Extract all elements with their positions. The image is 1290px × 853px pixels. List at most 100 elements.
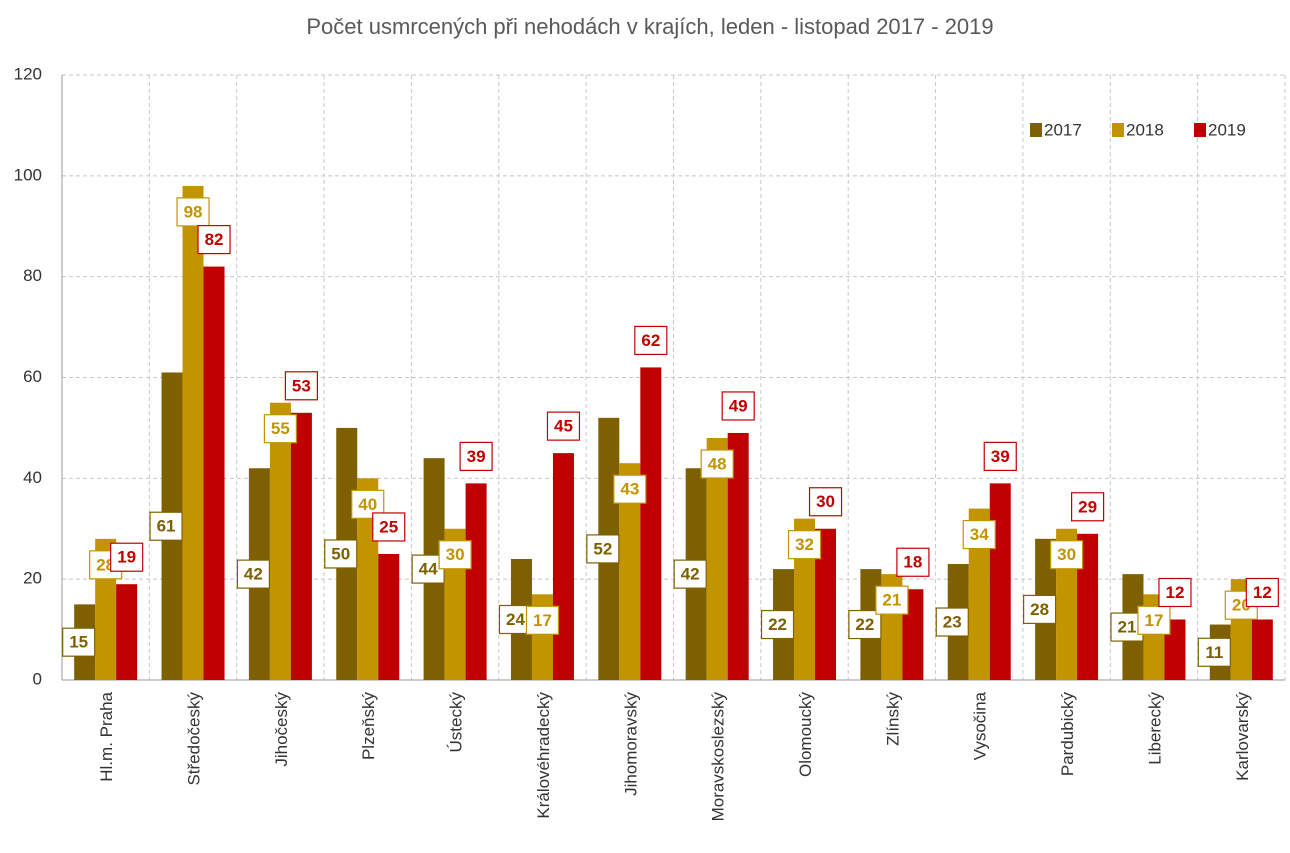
data-label: 49: [721, 391, 755, 421]
data-label-text: 43: [620, 480, 639, 499]
data-label-text: 52: [593, 539, 612, 558]
bar: [989, 483, 1011, 680]
data-label-box: [263, 414, 297, 444]
data-label-text: 53: [292, 376, 311, 395]
data-label-box: [634, 325, 668, 356]
data-label: 39: [983, 441, 1017, 471]
data-label-box: [721, 391, 755, 421]
data-label-text: 42: [244, 565, 263, 584]
data-label-text: 34: [970, 525, 989, 544]
data-label-text: 82: [205, 230, 224, 249]
data-label-box: [324, 539, 358, 569]
data-label: 50: [324, 539, 358, 569]
bar: [619, 463, 641, 680]
bar: [1077, 533, 1099, 680]
data-label-text: 42: [681, 565, 700, 584]
data-label-box: [110, 542, 144, 572]
data-label-text: 22: [855, 615, 874, 634]
data-label: 30: [808, 487, 843, 517]
legend-label: 2017: [1044, 120, 1082, 139]
data-label-box: [848, 609, 882, 640]
data-label-box: [1197, 637, 1231, 667]
data-label-box: [700, 449, 734, 479]
data-label-text: 40: [358, 495, 377, 514]
bar: [116, 584, 138, 680]
data-label-box: [896, 547, 930, 577]
data-label-text: 62: [641, 331, 660, 350]
x-tick-label: Královéhradecký: [534, 692, 553, 819]
data-label: 11: [1197, 637, 1231, 667]
data-label: 52: [586, 534, 620, 564]
data-label: 53: [284, 371, 318, 401]
data-label-text: 29: [1078, 497, 1097, 516]
data-label-text: 18: [903, 553, 922, 572]
data-label-box: [808, 487, 843, 517]
data-label-text: 61: [157, 517, 176, 536]
data-label-text: 19: [117, 548, 136, 567]
data-label-text: 17: [533, 611, 552, 630]
bar: [1251, 619, 1273, 680]
data-label-box: [236, 559, 270, 589]
data-label: 55: [263, 414, 297, 444]
bar: [640, 367, 662, 680]
data-label-box: [1137, 605, 1171, 635]
data-label-text: 12: [1166, 583, 1185, 602]
y-tick-label: 40: [23, 468, 42, 487]
x-tick-label: Vysočina: [971, 691, 990, 760]
x-tick-label: Jihočeský: [272, 692, 291, 767]
data-label-box: [673, 559, 707, 589]
x-tick-label: Středočeský: [185, 692, 204, 786]
legend-label: 2018: [1126, 120, 1164, 139]
y-tick-label: 60: [23, 367, 42, 386]
data-label-text: 30: [1057, 545, 1076, 564]
data-label-text: 21: [882, 591, 901, 610]
data-label-text: 49: [729, 396, 748, 415]
data-label-box: [459, 441, 493, 471]
bar: [465, 483, 487, 680]
data-label-text: 30: [446, 545, 465, 564]
data-label-box: [149, 511, 183, 541]
data-label: 12: [1158, 577, 1192, 608]
data-label-text: 44: [419, 560, 438, 579]
y-tick-label: 80: [23, 266, 42, 285]
x-tick-label: Liberecký: [1145, 692, 1164, 765]
data-label-text: 28: [1030, 600, 1049, 619]
bar: [968, 508, 990, 680]
legend-label: 2019: [1208, 120, 1246, 139]
x-tick-label: Hl.m. Praha: [97, 691, 116, 781]
data-label: 39: [459, 441, 493, 471]
data-label: 42: [673, 559, 707, 589]
bar: [290, 412, 312, 680]
data-label: 19: [110, 542, 144, 572]
data-label-box: [1050, 540, 1084, 570]
data-label-text: 17: [1145, 611, 1164, 630]
bar: [203, 266, 225, 680]
bar: [815, 528, 837, 680]
data-label-text: 39: [467, 447, 486, 466]
data-label-box: [1023, 594, 1057, 625]
data-label: 34: [962, 519, 996, 550]
data-label: 22: [848, 609, 882, 640]
data-label: 61: [149, 511, 183, 541]
data-label: 23: [935, 607, 969, 637]
data-label-text: 32: [795, 535, 814, 554]
data-label: 43: [613, 474, 647, 504]
data-label: 21: [875, 585, 909, 615]
y-tick-label: 100: [14, 165, 42, 184]
data-label-text: 48: [708, 454, 727, 473]
data-label-box: [760, 609, 795, 640]
data-label-box: [1071, 492, 1105, 522]
data-label: 32: [787, 530, 822, 560]
data-label: 30: [438, 540, 472, 570]
bar: [269, 402, 291, 680]
data-label: 25: [372, 512, 406, 542]
legend-swatch: [1194, 123, 1206, 137]
data-label-box: [935, 607, 969, 637]
data-label: 48: [700, 449, 734, 479]
x-tick-label: Plzeňský: [359, 692, 378, 761]
data-label-box: [284, 371, 318, 401]
data-label-text: 55: [271, 419, 290, 438]
data-label: 22: [760, 609, 795, 640]
data-label-text: 98: [184, 202, 203, 221]
